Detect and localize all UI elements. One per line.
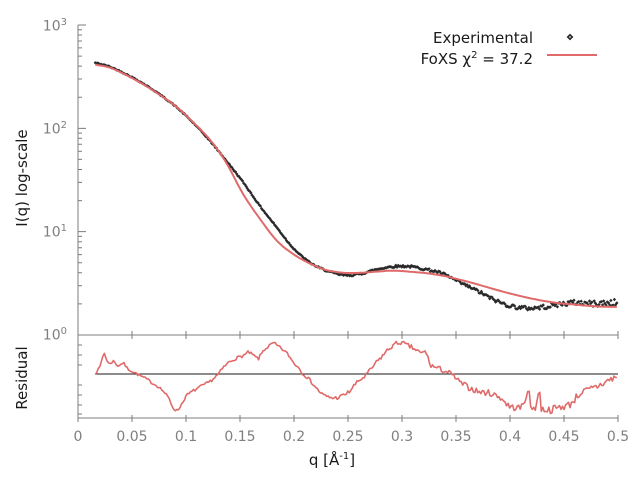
legend-samples	[547, 33, 597, 56]
x-tick-label: 0	[73, 429, 83, 445]
x-axis-title: q [Å-1]	[308, 451, 356, 469]
axes	[77, 24, 619, 422]
residual-curve	[94, 340, 617, 415]
x-tick-label: 0.5	[606, 429, 630, 445]
x-tick-label: 0.3	[390, 429, 414, 445]
x-tick-label: 0.05	[116, 429, 148, 445]
y-axis-title-main: I(q) log-scale	[13, 129, 31, 227]
experimental-points	[93, 61, 619, 312]
legend-entry-foxs: FoXS χ2 = 37.2	[420, 50, 533, 68]
legend-entry-experimental: Experimental	[432, 29, 533, 47]
x-tick-label: 0.4	[498, 429, 522, 445]
x-tick-label: 0.25	[332, 429, 364, 445]
y-tick-label-1e2: 102	[42, 120, 67, 138]
y-axis-title-residual: Residual	[13, 346, 31, 410]
x-tick-label: 0.1	[174, 429, 198, 445]
y-tick-label-1e1: 101	[42, 223, 67, 241]
x-tick-label: 0.35	[440, 429, 472, 445]
x-tick-label: 0.15	[224, 429, 256, 445]
x-tick-label: 0.45	[548, 429, 580, 445]
y-tick-label-1e3: 103	[42, 17, 67, 35]
x-tick-label: 0.2	[282, 429, 306, 445]
foxs-fit-line	[95, 63, 617, 308]
y-tick-label-1e0: 100	[42, 326, 67, 344]
